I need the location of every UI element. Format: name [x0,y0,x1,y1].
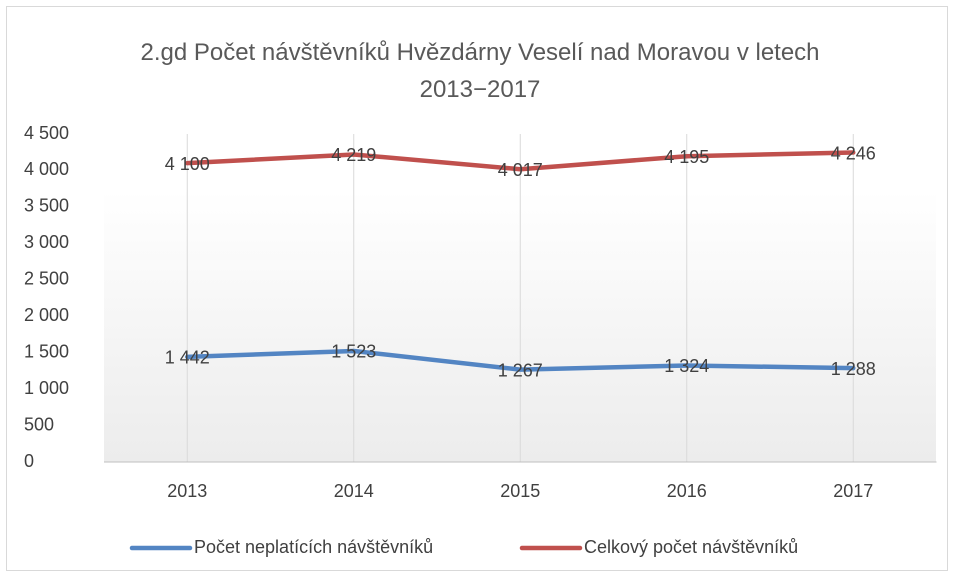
series-line [185,348,856,372]
x-tick-label: 2017 [833,481,873,501]
data-label: 4 100 [165,154,210,174]
x-tick-label: 2013 [167,481,207,501]
data-label: 1 324 [664,356,709,376]
data-label: 4 017 [498,160,543,180]
y-tick-label: 500 [24,414,54,434]
x-tick-label: 2014 [334,481,374,501]
legend-label: Celkový počet návštěvníků [584,537,798,557]
data-label: 4 246 [831,143,876,163]
y-tick-label: 1 500 [24,341,69,361]
data-label: 1 442 [165,348,210,368]
y-tick-label: 1 000 [24,378,69,398]
y-tick-label: 3 500 [24,196,69,216]
y-tick-label: 4 500 [24,123,69,143]
legend-label: Počet neplatících návštěvníků [194,537,433,557]
y-tick-label: 2 000 [24,305,69,325]
y-tick-label: 2 500 [24,269,69,289]
data-label: 1 288 [831,359,876,379]
chart-title: 2.gd Počet návštěvníků Hvězdárny Veselí … [140,39,820,103]
data-label: 1 523 [331,342,376,362]
y-tick-label: 0 [24,451,34,471]
y-tick-label: 4 000 [24,159,69,179]
y-tick-label: 3 000 [24,232,69,252]
data-label: 1 267 [498,360,543,380]
data-label: 4 195 [664,147,709,167]
x-tick-label: 2015 [500,481,540,501]
x-tick-label: 2016 [667,481,707,501]
series-line [185,150,856,172]
data-label: 4 219 [331,145,376,165]
